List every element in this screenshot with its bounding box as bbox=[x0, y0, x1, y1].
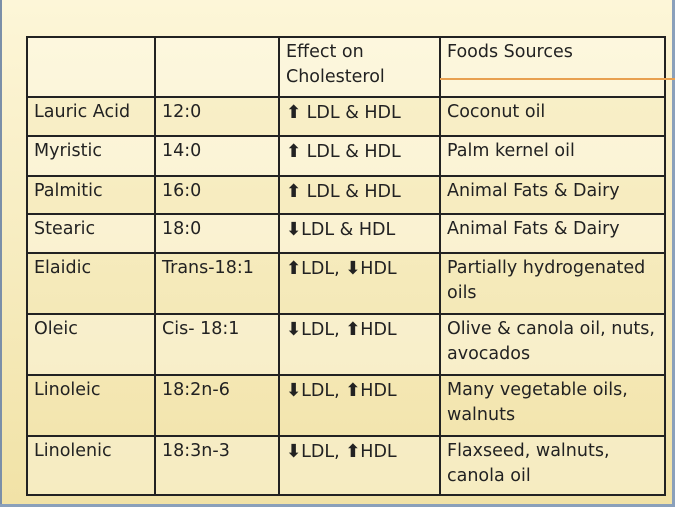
arrow-up-icon: ⬆ bbox=[286, 102, 302, 123]
arrow-down-icon: ⬇ bbox=[286, 380, 302, 401]
arrow-up-icon: ⬆ bbox=[345, 380, 361, 401]
foods-cell: Olive & canola oil, nuts, avocados bbox=[439, 313, 666, 376]
acid-cell: Linoleic bbox=[26, 374, 156, 437]
formula-cell: 18:3n-3 bbox=[154, 435, 280, 496]
arrow-up-icon: ⬆ bbox=[286, 258, 302, 279]
header-cell-foods: Foods Sources bbox=[439, 36, 666, 98]
table-row: Linoleic 18:2n-6 ⬇LDL, ⬆HDL Many vegetab… bbox=[26, 374, 666, 437]
window-edge-bottom bbox=[0, 504, 675, 507]
effect-cell: ⬆LDL, ⬇HDL bbox=[278, 252, 441, 315]
effect-label: LDL & HDL bbox=[301, 182, 401, 202]
acid-cell: Linolenic bbox=[26, 435, 156, 496]
arrow-down-icon: ⬇ bbox=[345, 258, 361, 279]
effect-label: LDL & HDL bbox=[301, 220, 396, 240]
table-row: Palmitic 16:0 ⬆ LDL & HDL Animal Fats & … bbox=[26, 175, 666, 215]
formula-cell: Cis- 18:1 bbox=[154, 313, 280, 376]
arrow-up-icon: ⬆ bbox=[286, 181, 302, 202]
formula-cell: 18:2n-6 bbox=[154, 374, 280, 437]
fatty-acid-table: Effect on Cholesterol Foods Sources Laur… bbox=[26, 36, 666, 496]
effect-label: LDL & HDL bbox=[301, 103, 401, 123]
window-edge-left bbox=[0, 0, 2, 507]
acid-cell: Lauric Acid bbox=[26, 96, 156, 137]
effect-cell: ⬇LDL, ⬆HDL bbox=[278, 374, 441, 437]
hdl-label: HDL bbox=[360, 442, 397, 462]
arrow-down-icon: ⬇ bbox=[286, 219, 302, 240]
arrow-up-icon: ⬆ bbox=[286, 141, 302, 162]
table-row: Oleic Cis- 18:1 ⬇LDL, ⬆HDL Olive & canol… bbox=[26, 313, 666, 376]
formula-cell: Trans-18:1 bbox=[154, 252, 280, 315]
arrow-down-icon: ⬇ bbox=[286, 441, 302, 462]
ldl-label: LDL, bbox=[301, 381, 346, 401]
formula-cell: 18:0 bbox=[154, 213, 280, 254]
table-row: Linolenic 18:3n-3 ⬇LDL, ⬆HDL Flaxseed, w… bbox=[26, 435, 666, 496]
hdl-label: HDL bbox=[360, 259, 397, 279]
acid-cell: Palmitic bbox=[26, 175, 156, 215]
ldl-label: LDL, bbox=[301, 320, 346, 340]
foods-cell: Coconut oil bbox=[439, 96, 666, 137]
acid-cell: Myristic bbox=[26, 135, 156, 177]
hdl-label: HDL bbox=[360, 320, 397, 340]
acid-cell: Stearic bbox=[26, 213, 156, 254]
effect-cell: ⬇LDL, ⬆HDL bbox=[278, 435, 441, 496]
table-row: Myristic 14:0 ⬆ LDL & HDL Palm kernel oi… bbox=[26, 135, 666, 177]
arrow-up-icon: ⬆ bbox=[345, 441, 361, 462]
header-cell-acid bbox=[26, 36, 156, 98]
effect-cell: ⬇LDL, ⬆HDL bbox=[278, 313, 441, 376]
table-row: Stearic 18:0 ⬇LDL & HDL Animal Fats & Da… bbox=[26, 213, 666, 254]
foods-cell: Many vegetable oils, walnuts bbox=[439, 374, 666, 437]
arrow-up-icon: ⬆ bbox=[345, 319, 361, 340]
effect-cell: ⬆ LDL & HDL bbox=[278, 135, 441, 177]
hdl-label: HDL bbox=[360, 381, 397, 401]
effect-cell: ⬆ LDL & HDL bbox=[278, 175, 441, 215]
formula-cell: 12:0 bbox=[154, 96, 280, 137]
effect-cell: ⬇LDL & HDL bbox=[278, 213, 441, 254]
foods-cell: Animal Fats & Dairy bbox=[439, 175, 666, 215]
table-row: Elaidic Trans-18:1 ⬆LDL, ⬇HDL Partially … bbox=[26, 252, 666, 315]
ldl-label: LDL, bbox=[301, 259, 346, 279]
window-edge-right bbox=[672, 0, 675, 507]
formula-cell: 14:0 bbox=[154, 135, 280, 177]
acid-cell: Elaidic bbox=[26, 252, 156, 315]
foods-cell: Partially hydrogenated oils bbox=[439, 252, 666, 315]
table-row: Lauric Acid 12:0 ⬆ LDL & HDL Coconut oil bbox=[26, 96, 666, 137]
foods-cell: Palm kernel oil bbox=[439, 135, 666, 177]
arrow-down-icon: ⬇ bbox=[286, 319, 302, 340]
accent-line bbox=[440, 78, 675, 80]
ldl-label: LDL, bbox=[301, 442, 346, 462]
header-cell-formula bbox=[154, 36, 280, 98]
effect-cell: ⬆ LDL & HDL bbox=[278, 96, 441, 137]
effect-label: LDL & HDL bbox=[301, 142, 401, 162]
acid-cell: Oleic bbox=[26, 313, 156, 376]
foods-cell: Flaxseed, walnuts, canola oil bbox=[439, 435, 666, 496]
header-cell-effect: Effect on Cholesterol bbox=[278, 36, 441, 98]
table-header-row: Effect on Cholesterol Foods Sources bbox=[26, 36, 666, 98]
foods-cell: Animal Fats & Dairy bbox=[439, 213, 666, 254]
formula-cell: 16:0 bbox=[154, 175, 280, 215]
